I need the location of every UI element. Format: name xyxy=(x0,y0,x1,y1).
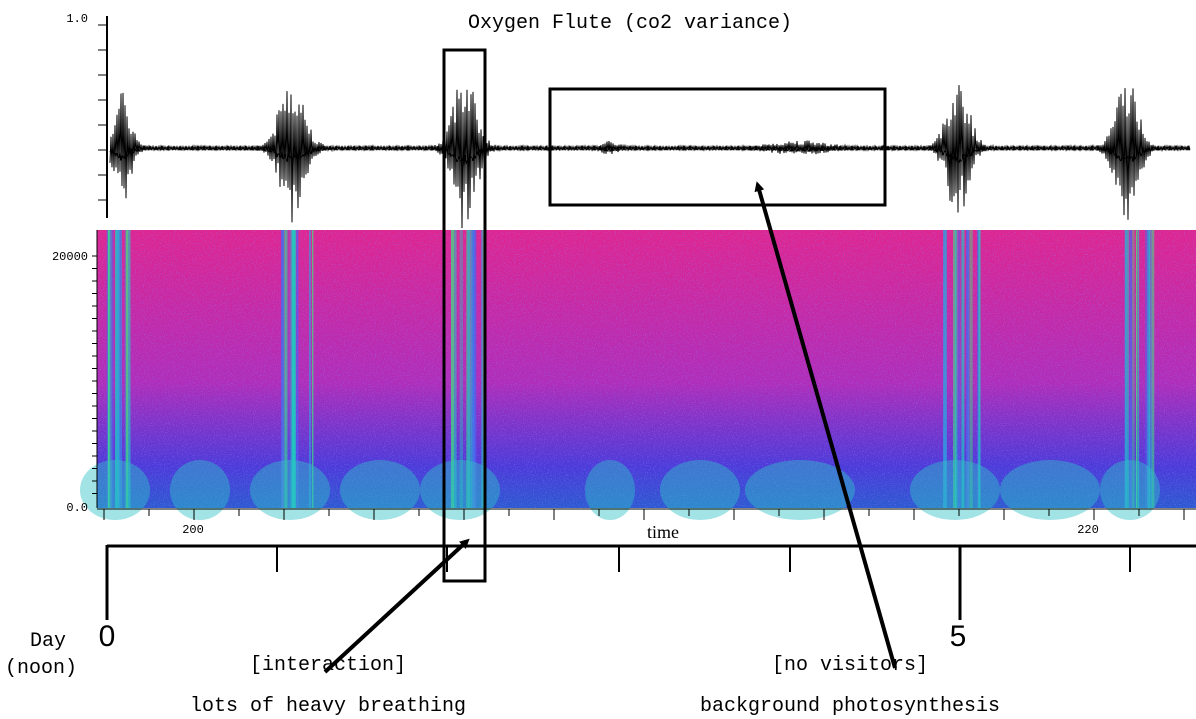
figure: 1.0 Oxygen Flute (co2 variance) 20000 0.… xyxy=(0,0,1196,719)
day-sublabel: (noon) xyxy=(5,657,77,680)
day-tick-label: 5 xyxy=(950,620,967,653)
low-band xyxy=(250,460,330,520)
low-band xyxy=(585,460,635,520)
low-band xyxy=(340,460,420,520)
waveform-ticks xyxy=(98,25,107,200)
waveform-tick-label: 1.0 xyxy=(66,12,88,26)
spectrogram-tick-label: 0.0 xyxy=(66,501,88,515)
spectrogram-tick-label: 20000 xyxy=(52,250,88,264)
chart-title: Oxygen Flute (co2 variance) xyxy=(468,12,792,35)
annotation-title: [interaction] xyxy=(250,654,406,677)
time-axis-label: time xyxy=(647,522,679,542)
low-band xyxy=(660,460,740,520)
arrow xyxy=(325,542,466,672)
burst xyxy=(1152,230,1155,508)
low-band xyxy=(910,460,1000,520)
low-band xyxy=(1000,460,1100,520)
low-band xyxy=(170,460,230,520)
spectrogram-ticks xyxy=(92,256,97,494)
annotation-text: lots of heavy breathing xyxy=(190,695,466,718)
day-label: Day xyxy=(30,630,66,653)
annotation-text: background photosynthesis xyxy=(700,695,1000,718)
waveform xyxy=(110,85,1190,228)
low-band xyxy=(1100,460,1160,520)
day-minor-ticks xyxy=(277,546,1130,572)
time-tick-label: 200 xyxy=(182,523,204,537)
time-tick-label: 220 xyxy=(1077,523,1099,537)
low-band xyxy=(420,460,500,520)
day-tick-label: 0 xyxy=(99,620,116,653)
low-band xyxy=(80,460,150,520)
annotation-title: [no visitors] xyxy=(772,654,928,677)
